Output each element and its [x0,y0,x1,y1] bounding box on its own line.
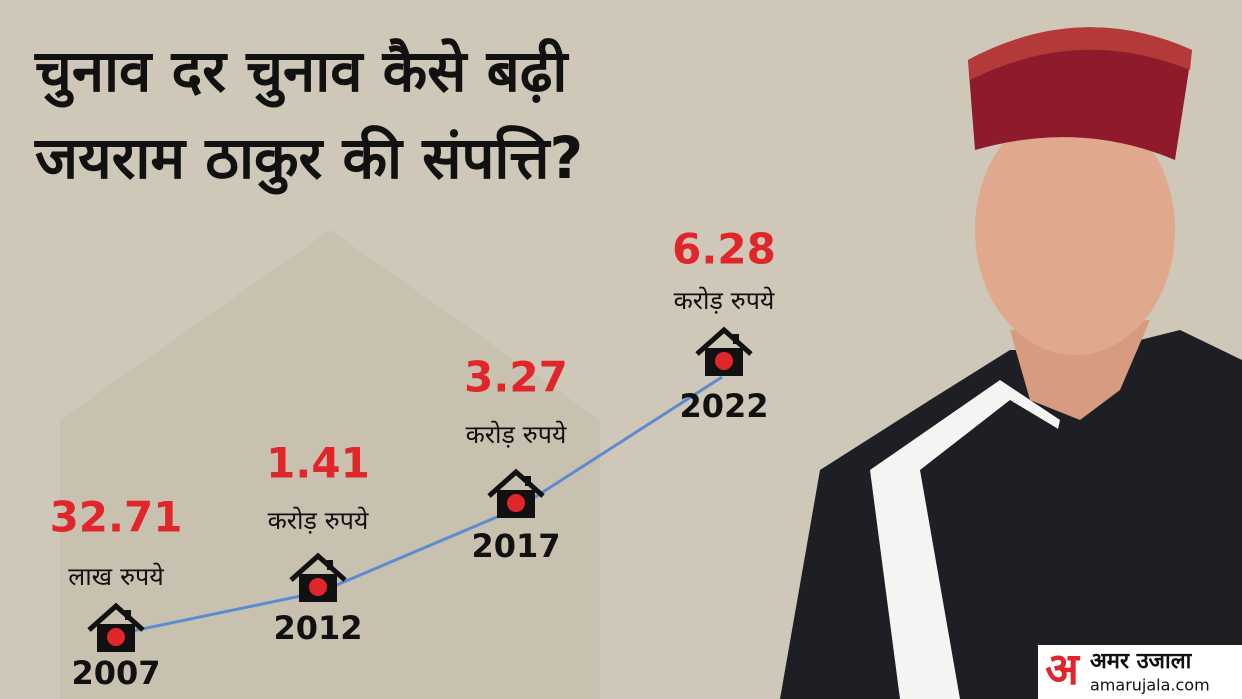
title-line: चुनाव दर चुनाव कैसे बढ़ी [34,37,569,108]
unit: करोड़ रुपये [268,506,369,535]
background-house [60,230,600,699]
logo-box [1038,645,1242,699]
house-icon [487,468,545,518]
house-chimney [327,560,333,570]
house-dot [107,628,125,646]
portrait [780,27,1242,699]
logo-site: amarujala.com [1090,676,1210,695]
unit: करोड़ रुपये [466,420,567,449]
amount: 6.28 [672,225,776,274]
house-chimney [733,334,739,344]
house-dot [309,578,327,596]
house-roof [289,552,347,582]
unit: करोड़ रुपये [674,286,775,315]
house-roof [487,468,545,498]
year: 2012 [273,609,362,647]
logo-mark: अ [1045,644,1080,695]
year: 2007 [71,654,160,692]
house-dot [507,494,525,512]
amount: 32.71 [50,493,183,542]
year: 2017 [471,527,560,565]
house-icon [289,552,347,602]
house-chimney [525,476,531,486]
house-roof [695,326,753,356]
logo-name: अमर उजाला [1090,649,1193,674]
logo: अ अमर उजाला amarujala.com [1038,644,1242,699]
amount: 1.41 [266,439,370,488]
house-roof [87,602,145,632]
trend-line [117,375,723,636]
amount: 3.27 [464,353,568,402]
year: 2022 [679,387,768,425]
house-dot [715,352,733,370]
title-line: जयराम ठाकुर की संपत्ति? [34,124,583,195]
house-chimney [125,610,131,620]
house-icon [87,602,145,652]
house-icon [695,326,753,376]
unit: लाख रुपये [68,562,164,591]
